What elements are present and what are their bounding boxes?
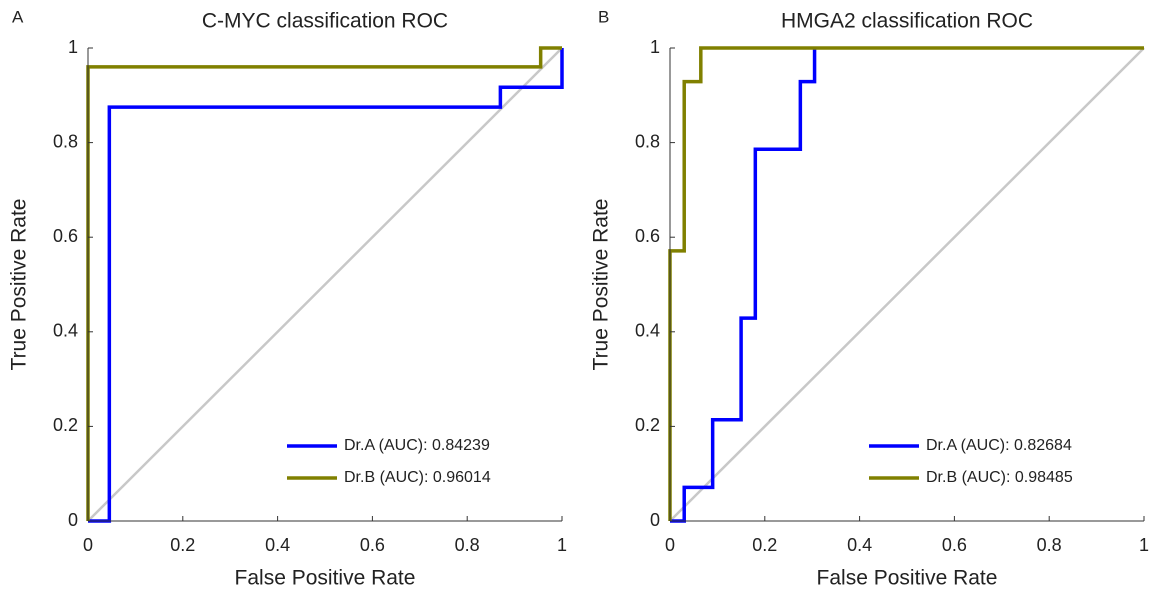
chart-title: HMGA2 classification ROC bbox=[781, 10, 1033, 33]
x-tick-label: 0.4 bbox=[847, 535, 872, 555]
y-tick-label: 0.6 bbox=[53, 226, 78, 246]
x-axis-label: False Positive Rate bbox=[235, 567, 416, 590]
y-tick-label: 0.8 bbox=[53, 131, 78, 151]
x-tick-label: 0.4 bbox=[265, 535, 290, 555]
y-axis-label: True Positive Rate bbox=[8, 199, 31, 371]
x-tick-label: 1 bbox=[1139, 535, 1149, 555]
y-tick-label: 0.2 bbox=[53, 415, 78, 435]
panel-label: B bbox=[598, 7, 609, 26]
x-tick-label: 0.2 bbox=[170, 535, 195, 555]
panel-label: A bbox=[12, 7, 24, 26]
x-tick-label: 0 bbox=[83, 535, 93, 555]
y-tick-label: 0.8 bbox=[635, 131, 660, 151]
x-tick-label: 0.8 bbox=[1037, 535, 1062, 555]
reference-line bbox=[669, 47, 1145, 522]
y-axis-label: True Positive Rate bbox=[590, 199, 613, 371]
x-tick-label: 0.6 bbox=[360, 535, 385, 555]
chart-title: C-MYC classification ROC bbox=[202, 10, 448, 33]
y-tick-label: 0.4 bbox=[635, 321, 660, 341]
legend-label: Dr.A (AUC): 0.84239 bbox=[344, 437, 490, 454]
x-tick-label: 0 bbox=[665, 535, 675, 555]
x-axis-label: False Positive Rate bbox=[817, 567, 998, 590]
x-tick-label: 1 bbox=[557, 535, 567, 555]
y-tick-label: 0.4 bbox=[53, 321, 78, 341]
x-tick-label: 0.8 bbox=[455, 535, 480, 555]
x-tick-label: 0.6 bbox=[942, 535, 967, 555]
legend-label: Dr.B (AUC): 0.96014 bbox=[344, 469, 491, 486]
y-tick-label: 0 bbox=[650, 510, 660, 530]
x-tick-label: 0.2 bbox=[752, 535, 777, 555]
legend-label: Dr.A (AUC): 0.82684 bbox=[926, 437, 1072, 454]
y-tick-label: 0.6 bbox=[635, 226, 660, 246]
y-tick-label: 0.2 bbox=[635, 415, 660, 435]
reference-line bbox=[87, 47, 563, 522]
y-tick-label: 1 bbox=[68, 37, 78, 57]
y-tick-label: 1 bbox=[650, 37, 660, 57]
legend-label: Dr.B (AUC): 0.98485 bbox=[926, 469, 1073, 486]
roc-line bbox=[670, 48, 817, 523]
y-tick-label: 0 bbox=[68, 510, 78, 530]
